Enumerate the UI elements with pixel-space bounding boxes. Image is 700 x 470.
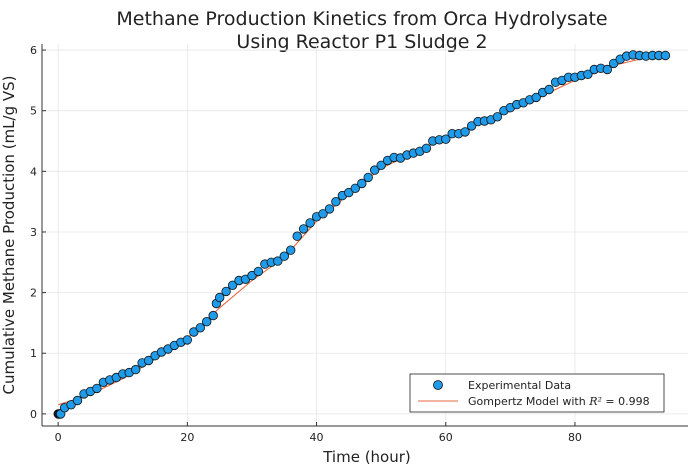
data-point — [583, 69, 593, 80]
x-tick-label: 0 — [55, 431, 62, 444]
legend-label-experimental: Experimental Data — [468, 379, 571, 392]
data-point — [544, 84, 554, 95]
y-tick-label: 5 — [30, 105, 37, 118]
data-point — [331, 196, 341, 207]
data-point — [441, 134, 451, 144]
data-point — [253, 266, 264, 277]
data-point — [208, 310, 218, 321]
data-point — [214, 292, 225, 303]
data-point — [292, 231, 302, 241]
data-point — [286, 245, 296, 255]
data-point — [130, 364, 141, 375]
chart-title-line-1: Methane Production Kinetics from Orca Hy… — [116, 8, 607, 30]
y-tick-label: 1 — [30, 347, 37, 360]
data-point — [344, 187, 354, 198]
data-point — [602, 64, 613, 75]
legend-marker-experimental — [433, 380, 443, 390]
data-point — [376, 160, 386, 171]
data-point — [350, 183, 361, 194]
data-point — [305, 218, 315, 228]
x-tick-label: 20 — [180, 431, 194, 444]
y-axis-label: Cumulative Methane Production (mL/g VS) — [0, 75, 18, 394]
y-tick-label: 0 — [30, 408, 37, 421]
legend-label-model-prefix: Gompertz Model with — [468, 395, 589, 408]
data-point — [273, 256, 283, 266]
data-point — [466, 121, 477, 131]
data-point — [143, 355, 154, 366]
data-point — [460, 127, 470, 137]
data-point — [227, 280, 238, 291]
data-point — [201, 317, 212, 327]
data-point — [279, 251, 290, 261]
data-point — [221, 286, 231, 297]
data-point — [66, 400, 76, 410]
data-point — [189, 327, 199, 337]
data-point — [660, 50, 671, 61]
data-point — [195, 323, 206, 333]
legend-label-model-value: 0.998 — [618, 395, 650, 408]
x-tick-label: 40 — [310, 431, 324, 444]
data-point — [370, 165, 380, 175]
data-point — [531, 92, 541, 103]
data-point — [357, 178, 367, 189]
data-point — [324, 204, 335, 214]
y-tick-label: 2 — [30, 287, 37, 300]
grid-lines — [42, 44, 688, 426]
axes — [41, 44, 688, 427]
data-point — [421, 143, 432, 154]
legend-box — [409, 373, 665, 413]
data-point — [298, 224, 309, 234]
data-point — [363, 172, 373, 183]
legend-label-model-math: R² = — [588, 395, 618, 408]
data-point — [182, 335, 193, 345]
data-point — [92, 383, 102, 394]
x-axis-label: Time (hour) — [322, 448, 411, 466]
x-tick-label: 60 — [439, 431, 453, 444]
chart-title-line-2: Using Reactor P1 Sludge 2 — [236, 31, 487, 53]
data-point — [609, 58, 619, 69]
tick-labels: 0 20 40 60 80 0 1 2 3 4 5 6 — [30, 44, 582, 444]
data-point — [492, 112, 503, 122]
y-tick-label: 3 — [30, 226, 37, 239]
y-tick-label: 4 — [30, 165, 37, 178]
y-tick-label: 6 — [30, 44, 37, 57]
legend: Experimental Data Gompertz Model with R²… — [409, 373, 665, 413]
legend-label-model: Gompertz Model with R² = 0.998 — [468, 395, 650, 408]
data-point — [72, 395, 83, 406]
data-point — [318, 209, 328, 219]
points-layer — [53, 50, 671, 419]
x-tick-label: 80 — [568, 431, 582, 444]
